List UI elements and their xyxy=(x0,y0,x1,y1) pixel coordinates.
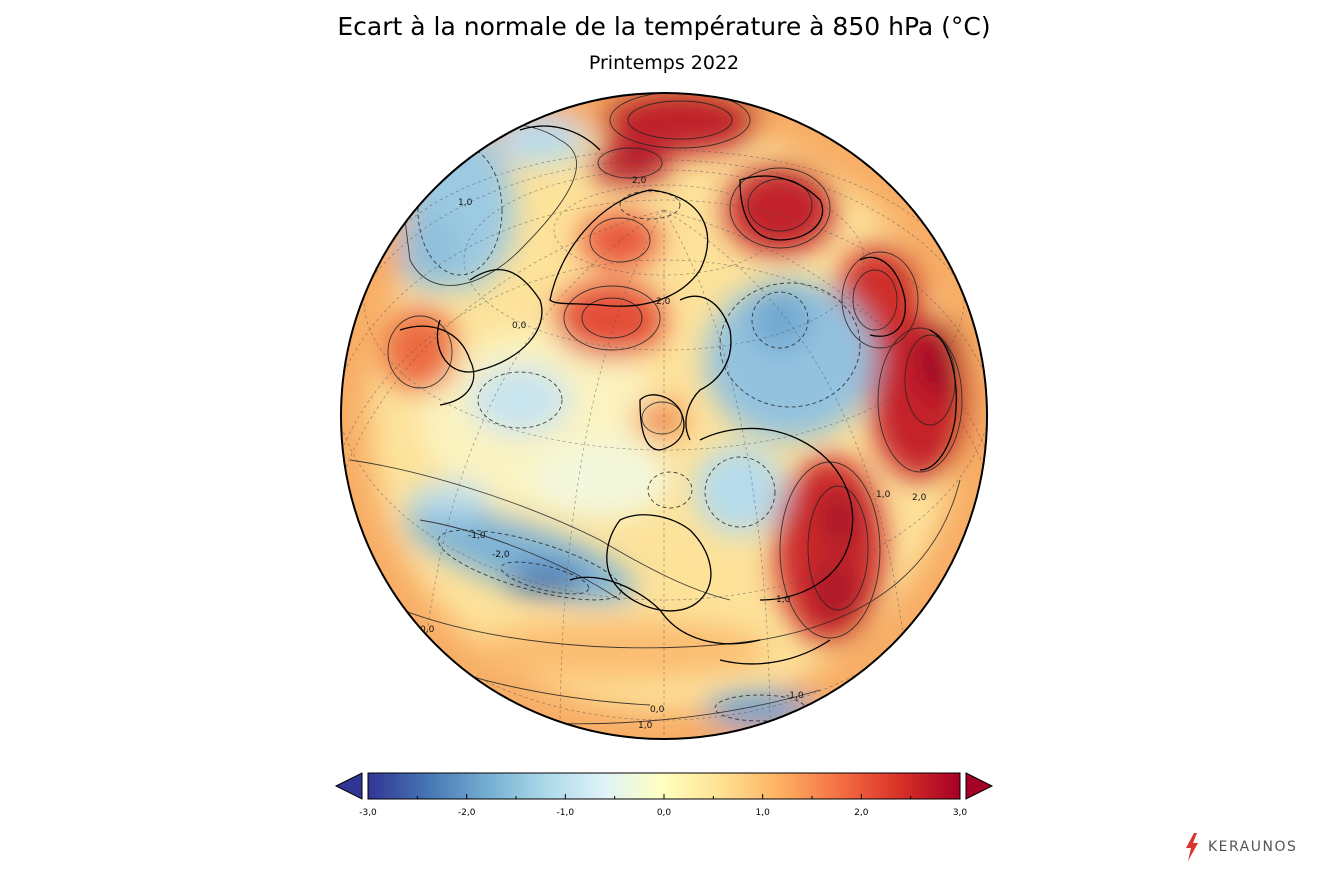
map-title: Ecart à la normale de la température à 8… xyxy=(337,12,991,41)
contour-label: -1,0 xyxy=(786,691,804,701)
contour-label: -2,0 xyxy=(492,550,510,560)
colorbar-tick-label: -3,0 xyxy=(359,808,377,818)
colorbar: -3,0 -2,0 -1,0 0,0 1,0 2,0 3,0 xyxy=(334,772,994,818)
colorbar-tick-label: 0,0 xyxy=(657,808,672,818)
contour-label: -1,0 xyxy=(468,531,486,541)
brand-logo: KERAUNOS xyxy=(1184,832,1297,862)
contour-label: 0,0 xyxy=(512,321,527,331)
contour-label: 1,0 xyxy=(776,595,791,605)
colorbar-tick-label: 3,0 xyxy=(953,808,968,818)
colorbar-over-arrow xyxy=(965,772,994,800)
contour-label: 2,0 xyxy=(912,493,927,503)
contour-label: 1,0 xyxy=(638,721,653,731)
contour-label: 1,0 xyxy=(458,198,473,208)
contour-label: 2,0 xyxy=(656,297,671,307)
globe-outline xyxy=(340,92,988,740)
contour-label: 1,0 xyxy=(876,490,891,500)
contour-label: 0,0 xyxy=(650,705,665,715)
colorbar-tick-label: -1,0 xyxy=(557,808,575,818)
colorbar-under-arrow xyxy=(334,772,363,800)
colorbar-tick-label: -2,0 xyxy=(458,808,476,818)
colorbar-tick-label: 1,0 xyxy=(756,808,771,818)
map-subtitle: Printemps 2022 xyxy=(588,52,740,74)
anomaly-field: 2,0 1,0 0,0 -1,0 -2,0 2,0 1,0 0,0 -1,0 1… xyxy=(341,93,987,739)
contour-label: 0,0 xyxy=(420,625,435,635)
lightning-bolt-icon xyxy=(1186,833,1198,861)
contour-label: 2,0 xyxy=(632,176,647,186)
colorbar-tick-label: 2,0 xyxy=(854,808,869,818)
brand-name: KERAUNOS xyxy=(1208,839,1298,855)
